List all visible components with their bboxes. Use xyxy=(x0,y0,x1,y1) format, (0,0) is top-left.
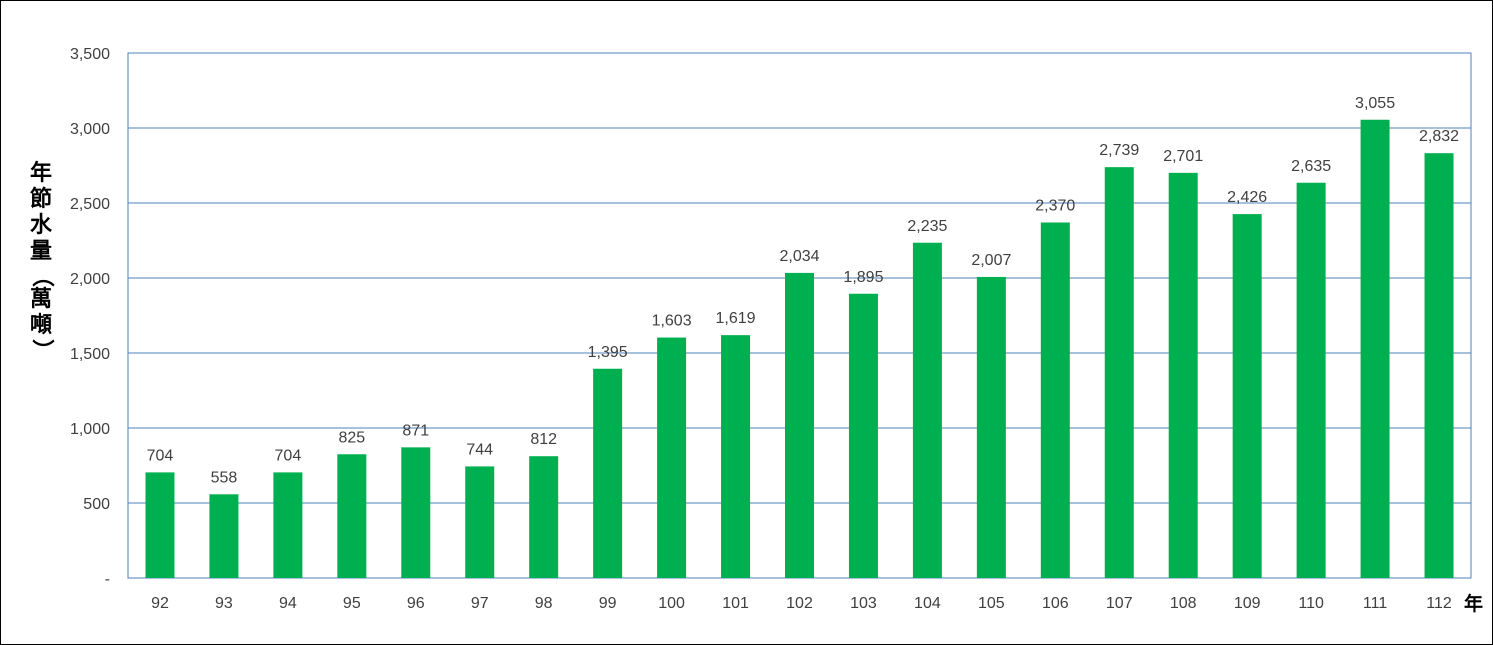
data-label: 2,739 xyxy=(1099,142,1139,159)
data-label: 704 xyxy=(275,447,302,464)
data-label: 1,895 xyxy=(843,269,883,286)
bar xyxy=(1232,214,1262,578)
data-label: 2,007 xyxy=(971,252,1011,269)
y-tick-label: 500 xyxy=(83,496,110,513)
x-tick-label: 97 xyxy=(471,595,489,612)
x-tick-label: 112 xyxy=(1426,595,1452,612)
bar xyxy=(337,454,367,578)
x-tick-label: 102 xyxy=(786,595,813,612)
bar xyxy=(465,466,495,578)
bar xyxy=(721,335,751,578)
x-axis-unit: 年 xyxy=(1464,593,1484,615)
x-tick-label: 96 xyxy=(407,595,425,612)
data-label: 871 xyxy=(402,422,429,439)
bar xyxy=(657,337,687,578)
bar xyxy=(1104,167,1134,578)
x-tick-label: 98 xyxy=(535,595,553,612)
x-tick-label: 94 xyxy=(279,595,297,612)
bar xyxy=(401,447,431,578)
y-tick-label: 1,000 xyxy=(70,421,110,438)
data-label: 2,832 xyxy=(1419,128,1459,145)
bar xyxy=(848,293,878,578)
x-tick-label: 92 xyxy=(151,595,169,612)
data-label: 744 xyxy=(466,441,493,458)
x-tick-label: 111 xyxy=(1363,595,1387,612)
bar xyxy=(529,456,559,578)
data-label: 2,426 xyxy=(1227,189,1267,206)
x-tick-label: 104 xyxy=(914,595,941,612)
data-label: 2,635 xyxy=(1291,158,1331,175)
y-tick-label: 3,000 xyxy=(70,121,110,138)
bar xyxy=(1424,153,1454,578)
bar xyxy=(145,472,175,578)
data-label: 1,395 xyxy=(588,344,628,361)
bar xyxy=(1360,119,1390,578)
data-label: 1,619 xyxy=(716,310,756,327)
bar xyxy=(593,368,623,578)
bar xyxy=(785,272,814,578)
bar xyxy=(1168,172,1198,578)
data-label: 2,235 xyxy=(907,218,947,235)
x-tick-label: 107 xyxy=(1106,595,1133,612)
data-label: 2,034 xyxy=(779,248,819,265)
y-tick-label: - xyxy=(105,571,110,588)
data-label: 2,370 xyxy=(1035,198,1075,215)
bar xyxy=(209,494,239,578)
data-label: 704 xyxy=(147,447,174,464)
bar xyxy=(912,242,942,578)
y-tick-label: 1,500 xyxy=(70,346,110,363)
y-tick-label: 2,500 xyxy=(70,196,110,213)
bar xyxy=(273,472,303,578)
x-tick-label: 95 xyxy=(343,595,361,612)
y-tick-label: 3,500 xyxy=(70,46,110,63)
data-label: 825 xyxy=(338,429,365,446)
data-label: 3,055 xyxy=(1355,95,1395,112)
x-tick-label: 109 xyxy=(1234,595,1261,612)
x-tick-label: 108 xyxy=(1170,595,1197,612)
bar xyxy=(976,276,1006,578)
y-axis-title: 年節水量（萬噸） xyxy=(28,161,54,362)
data-label: 812 xyxy=(530,431,557,448)
x-tick-label: 101 xyxy=(722,595,749,612)
x-tick-label: 106 xyxy=(1042,595,1069,612)
x-tick-label: 105 xyxy=(978,595,1005,612)
y-tick-label: 2,000 xyxy=(70,271,110,288)
bar xyxy=(1040,222,1070,578)
x-tick-label: 99 xyxy=(599,595,617,612)
x-tick-label: 93 xyxy=(215,595,233,612)
data-label: 1,603 xyxy=(652,313,692,330)
bar xyxy=(1296,182,1326,578)
data-label: 2,701 xyxy=(1163,148,1203,165)
x-tick-label: 103 xyxy=(850,595,877,612)
x-tick-label: 100 xyxy=(658,595,685,612)
x-tick-label: 110 xyxy=(1298,595,1324,612)
data-label: 558 xyxy=(211,469,238,486)
